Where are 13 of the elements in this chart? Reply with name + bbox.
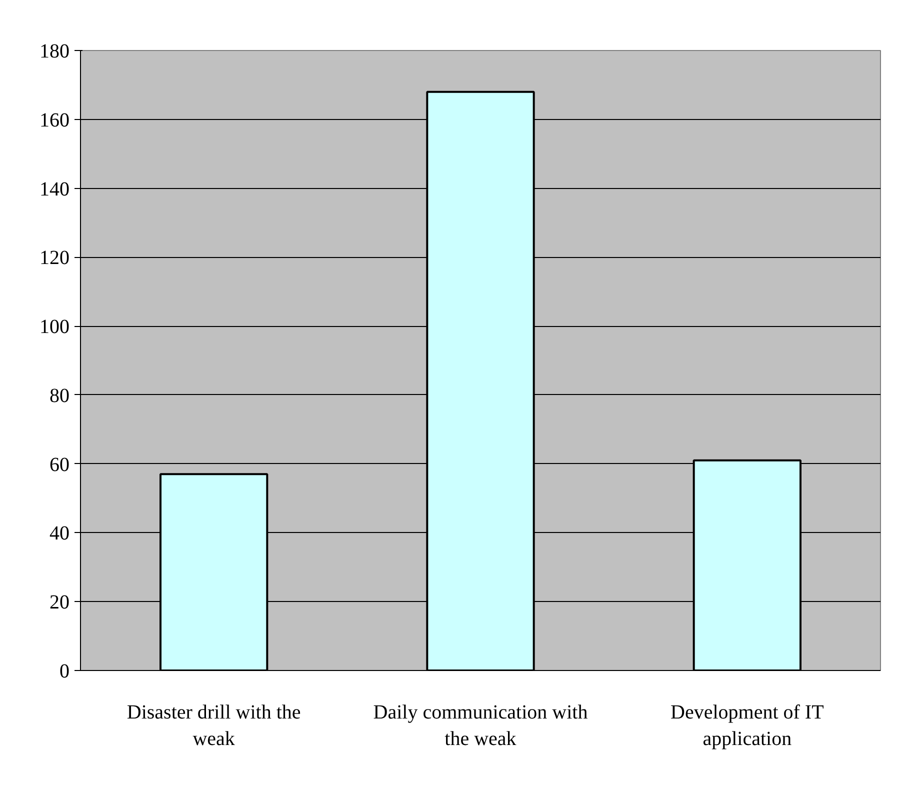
y-tick-label: 140 [40, 178, 70, 200]
x-tick-label: Disaster drill with the weak [126, 702, 301, 750]
y-tick-label: 60 [50, 454, 70, 476]
y-tick-label: 40 [50, 522, 70, 545]
y-tick-label: 100 [40, 316, 70, 338]
y-tick-label: 20 [50, 592, 70, 614]
y-tick-label: 160 [40, 109, 70, 132]
x-tick-label: Daily communication with the weak [373, 702, 588, 750]
x-tick-label: Development of IT application [670, 702, 824, 750]
y-tick-label: 0 [60, 660, 70, 682]
y-tick-label: 80 [50, 384, 70, 407]
y-tick-label: 120 [40, 247, 70, 270]
y-tick-label: 180 [40, 40, 70, 62]
